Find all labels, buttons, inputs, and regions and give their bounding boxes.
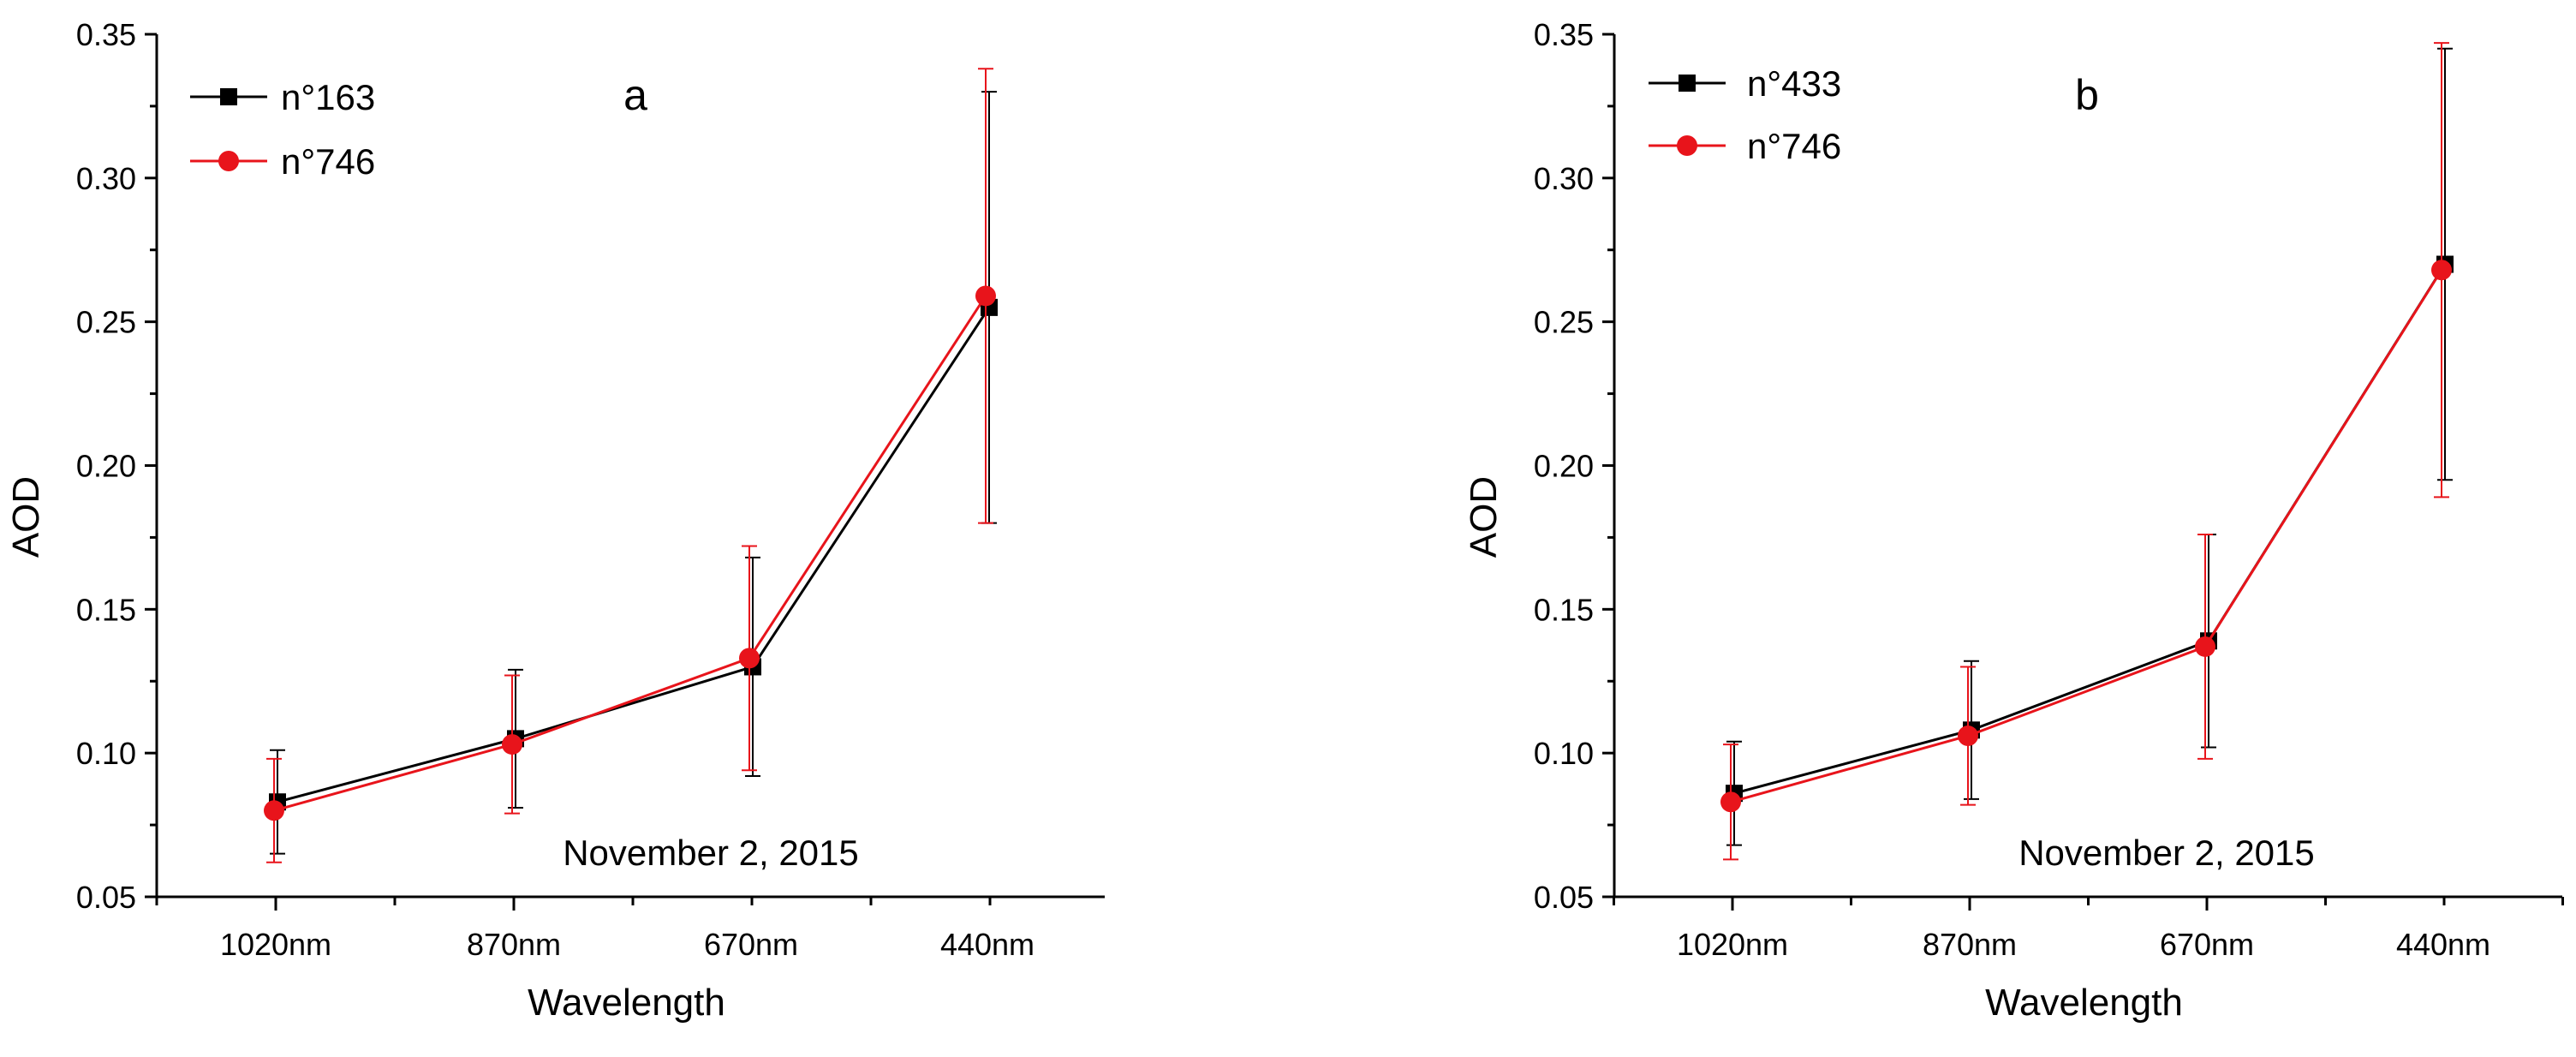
y-tick-label: 0.25: [76, 305, 136, 340]
y-tick-label: 0.10: [76, 736, 136, 771]
y-tick-label: 0.20: [76, 449, 136, 484]
y-tick-label: 0.30: [76, 161, 136, 196]
x-tick-label: 440nm: [940, 927, 1035, 962]
x-tick-label: 870nm: [1923, 927, 2017, 962]
series-1: [269, 91, 998, 855]
x-tick-label: 1020nm: [1677, 927, 1788, 962]
date-annotation: November 2, 2015: [2018, 833, 2315, 873]
series-2: [1720, 42, 2452, 861]
legend-entry-1: n°163: [190, 77, 375, 117]
y-tick-label: 0.25: [1534, 305, 1594, 340]
y-tick-label: 0.05: [1534, 880, 1594, 915]
legend-entry-1: n°433: [1649, 63, 1841, 104]
data-point: [2195, 636, 2215, 657]
y-axis-title: AOD: [1463, 476, 1505, 558]
series-line: [1730, 269, 2443, 803]
series-line: [277, 307, 991, 803]
data-point: [1720, 791, 1741, 813]
series-2: [264, 68, 996, 863]
y-tick-label: 0.10: [1534, 736, 1594, 771]
legend-entry-2: n°746: [1649, 126, 1841, 166]
legend-label: n°163: [281, 77, 375, 117]
panel-label: a: [623, 71, 647, 119]
y-tick-label: 0.05: [76, 880, 136, 915]
data-point: [739, 648, 760, 669]
x-axis-title: Wavelength: [528, 982, 725, 1024]
y-tick-label: 0.15: [1534, 592, 1594, 627]
chart-panel-b: 0.05 0.10 0.15 0.20 0.25 0.30 0.35 1020nm 870nm 6…: [1463, 17, 2564, 1024]
data-point: [975, 285, 996, 307]
x-tick-label: 870nm: [467, 927, 561, 962]
y-tick-label: 0.15: [76, 592, 136, 627]
data-point: [502, 734, 522, 755]
series-1: [1726, 47, 2454, 846]
series-line: [1733, 263, 2447, 795]
legend-marker: [1677, 135, 1697, 156]
y-tick-label: 0.30: [1534, 161, 1594, 196]
x-axis-title: Wavelength: [1985, 982, 2183, 1024]
legend-label: n°746: [281, 141, 375, 182]
y-axis-title: AOD: [5, 476, 47, 558]
panel-label: b: [2075, 71, 2099, 119]
data-point: [1958, 726, 1978, 747]
x-tick-label: 440nm: [2396, 927, 2490, 962]
y-tick-label: 0.35: [1534, 17, 1594, 52]
legend-marker: [1679, 75, 1696, 92]
legend-marker: [220, 88, 237, 105]
y-tick-label: 0.20: [1534, 449, 1594, 484]
legend-entry-2: n°746: [190, 141, 375, 182]
x-tick-label: 670nm: [2160, 927, 2254, 962]
chart-panel-a: 0.05 0.10 0.15 0.20 0.25 0.30 0.35 1020nm 870nm 6…: [5, 17, 1105, 1024]
data-point: [264, 800, 284, 821]
data-point: [2431, 260, 2452, 281]
x-tick-label: 1020nm: [220, 927, 331, 962]
legend-label: n°746: [1747, 126, 1841, 166]
x-tick-label: 670nm: [704, 927, 798, 962]
y-tick-label: 0.35: [76, 17, 136, 52]
legend-marker: [218, 151, 239, 171]
date-annotation: November 2, 2015: [563, 833, 859, 873]
legend-label: n°433: [1747, 63, 1841, 104]
series-line: [273, 295, 987, 812]
